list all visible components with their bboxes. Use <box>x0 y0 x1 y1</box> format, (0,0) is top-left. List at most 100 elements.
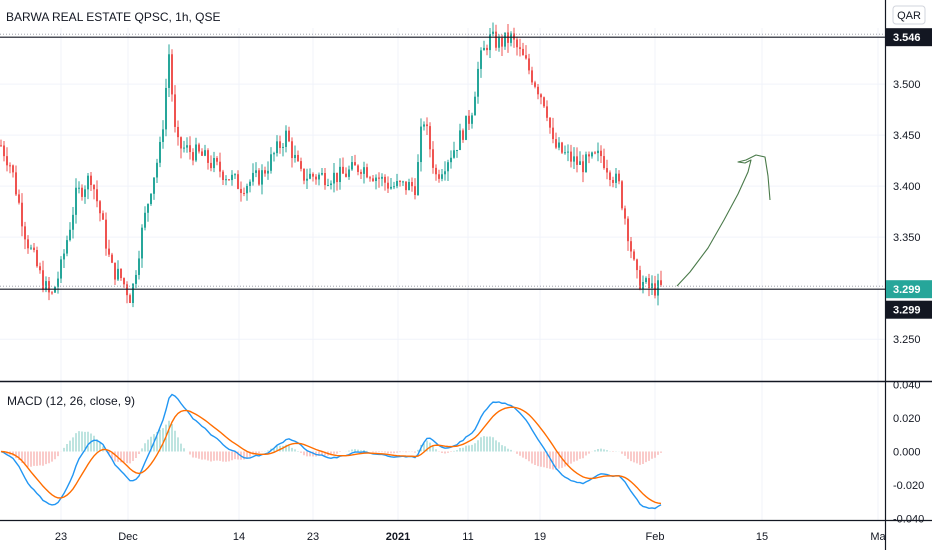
candle-body <box>519 47 521 49</box>
candle-body <box>648 278 650 288</box>
candle-body <box>270 154 272 171</box>
time-tick-label: 2021 <box>386 531 410 543</box>
candle-body <box>405 181 407 191</box>
candle-body <box>300 161 302 169</box>
candle-body <box>489 33 491 51</box>
candle-body <box>546 106 548 118</box>
candle-body <box>315 176 317 180</box>
candle-body <box>93 184 95 190</box>
candle-body <box>621 181 623 209</box>
candle-body <box>651 283 653 288</box>
candle-body <box>555 139 557 148</box>
candle-body <box>375 177 377 182</box>
candle-body <box>336 172 338 183</box>
candle-body <box>363 167 365 174</box>
candle-body <box>204 150 206 156</box>
candle-body <box>450 157 452 163</box>
candle-body <box>207 150 209 163</box>
candle-body <box>225 179 227 181</box>
price-tick-label: 3.350 <box>893 232 921 244</box>
candle-body <box>6 156 8 166</box>
candle-body <box>324 172 326 186</box>
signal-line <box>0 406 662 505</box>
macd-tick-label: 0.040 <box>893 380 921 392</box>
candle-body <box>402 181 404 183</box>
candle-body <box>153 177 155 194</box>
candle-body <box>180 137 182 149</box>
candle-body <box>9 165 11 167</box>
candle-body <box>603 156 605 169</box>
candle-body <box>162 129 164 142</box>
candle-body <box>486 47 488 51</box>
candle-body <box>483 47 485 51</box>
trend-arrow-drawing[interactable] <box>676 154 771 287</box>
candle-body <box>417 162 419 196</box>
candle-body <box>102 213 104 220</box>
candle-body <box>60 259 62 279</box>
candle-body <box>18 194 20 203</box>
candle-body <box>351 162 353 170</box>
candle-body <box>393 186 395 188</box>
candle-body <box>135 274 137 284</box>
candle-body <box>111 254 113 263</box>
time-tick-label: 14 <box>233 531 245 543</box>
time-tick-label: 11 <box>462 531 473 543</box>
candle-body <box>429 126 431 150</box>
candle-body <box>99 201 101 214</box>
candle-body <box>78 187 80 189</box>
currency-button[interactable]: QAR <box>892 5 926 25</box>
candle-body <box>258 170 260 185</box>
candle-body <box>345 173 347 177</box>
candle-body <box>84 189 86 197</box>
time-tick-label: 23 <box>307 531 319 543</box>
candle-body <box>39 266 41 271</box>
candle-body <box>69 229 71 241</box>
candle-body <box>183 147 185 149</box>
candle-body <box>30 247 32 249</box>
candle-body <box>165 87 167 130</box>
candle-body <box>228 179 230 181</box>
time-tick-label: Feb <box>646 531 665 543</box>
candle-body <box>87 175 89 190</box>
macd-tick-label: -0.020 <box>893 480 924 492</box>
candle-body <box>492 31 494 34</box>
candle-body <box>90 175 92 185</box>
candle-body <box>501 37 503 47</box>
drawn-arrow-path[interactable] <box>676 154 771 287</box>
candle-body <box>408 182 410 191</box>
candle-body <box>318 174 320 180</box>
grid <box>0 28 885 520</box>
candle-body <box>543 97 545 107</box>
candle-body <box>168 54 170 88</box>
candle-body <box>81 187 83 197</box>
candle-body <box>219 161 221 172</box>
candle-body <box>48 281 50 293</box>
price-label-box[interactable] <box>886 28 932 47</box>
candle-body <box>597 150 599 154</box>
candle-body <box>267 170 269 174</box>
price-label-text: 3.299 <box>893 305 921 317</box>
candle-body <box>210 162 212 169</box>
candle-body <box>639 270 641 290</box>
candle-body <box>339 166 341 183</box>
horizontal-lines[interactable] <box>0 33 885 290</box>
price-label-text: 3.546 <box>893 32 921 44</box>
candle-body <box>264 170 266 174</box>
candle-body <box>561 142 563 153</box>
candle-body <box>609 172 611 180</box>
candle-body <box>600 150 602 157</box>
candle-body <box>357 165 359 172</box>
candle-body <box>552 127 554 140</box>
candle-body <box>456 150 458 152</box>
candle-body <box>321 172 323 175</box>
candle-body <box>396 181 398 187</box>
macd-tick-label: 0.000 <box>893 447 921 459</box>
candle-body <box>147 204 149 213</box>
price-label-box[interactable] <box>886 280 932 299</box>
candle-body <box>276 141 278 154</box>
price-label-text: 3.299 <box>893 284 921 296</box>
price-label-box[interactable] <box>886 300 932 319</box>
candle-body <box>531 70 533 83</box>
